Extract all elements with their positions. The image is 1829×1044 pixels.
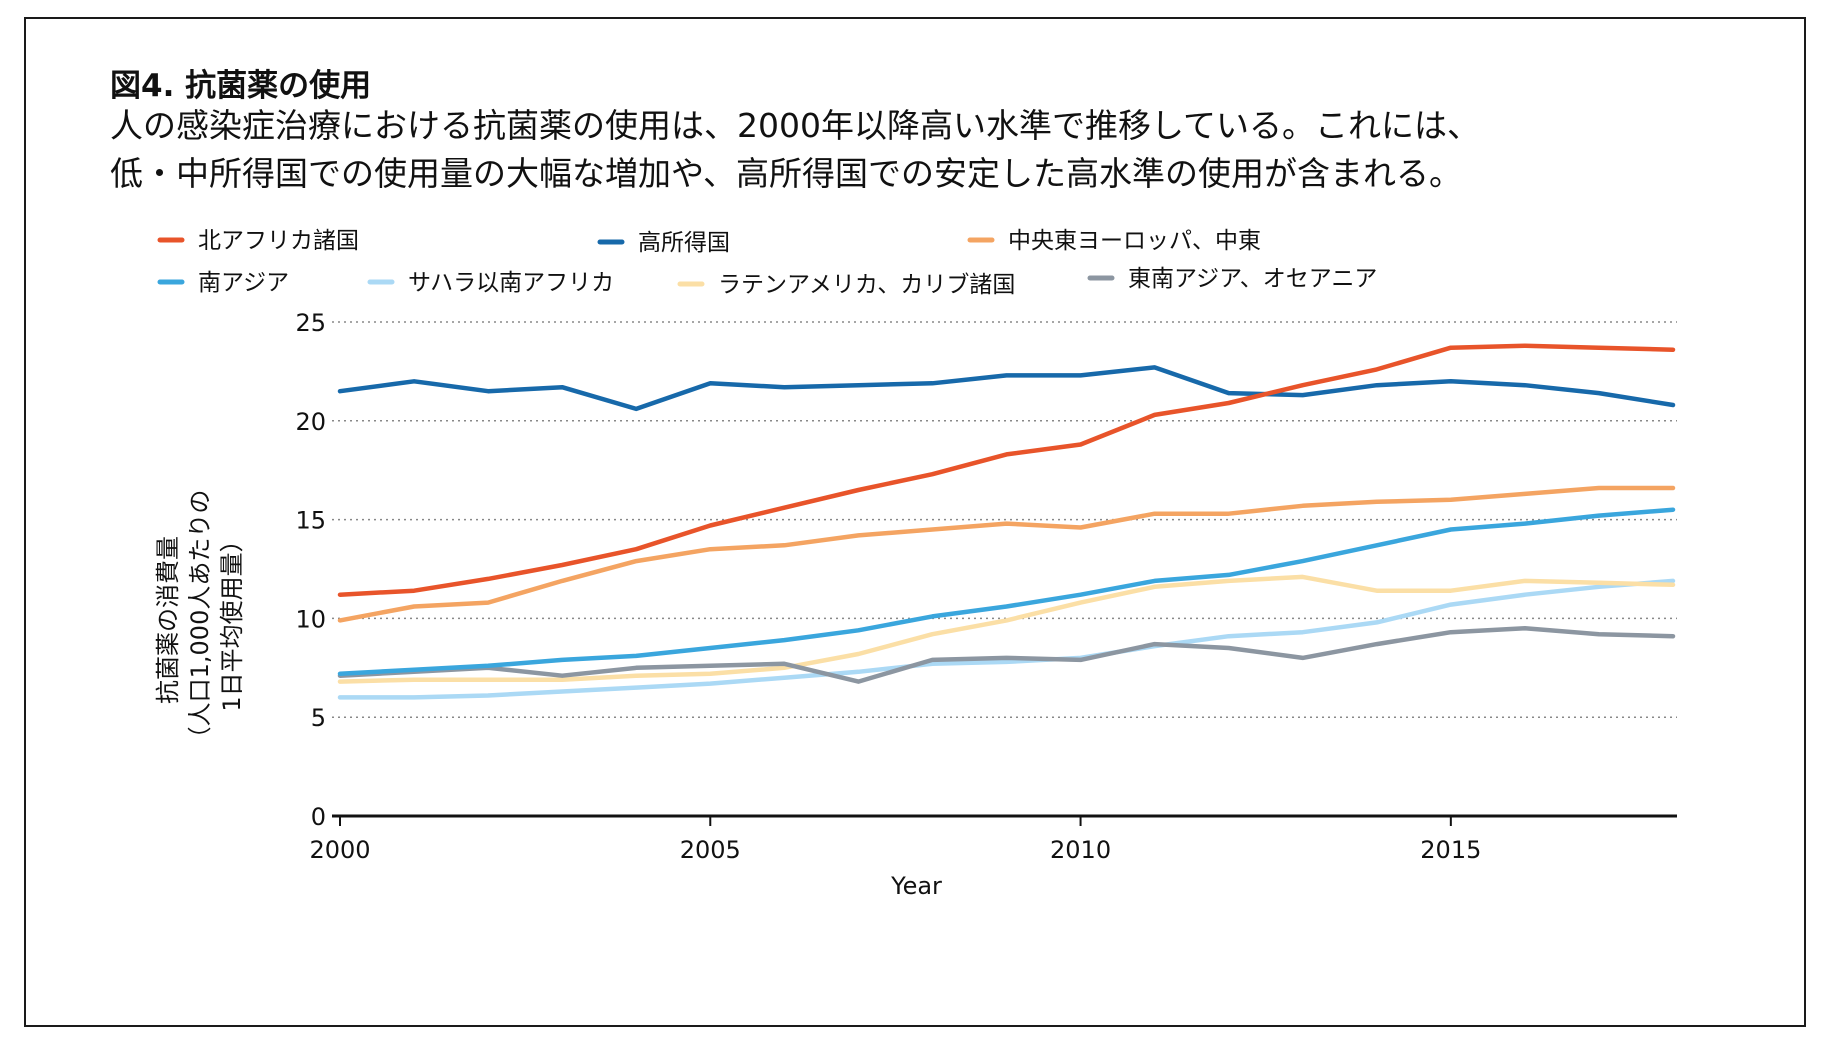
series-line-0 bbox=[337, 343, 1676, 597]
y-axis-label-line: 1日平均使用量） bbox=[218, 528, 246, 711]
subtitle-line-2: 低・中所得国での使用量の大幅な増加や、高所得国での安定した高水準の使用が含まれる… bbox=[110, 154, 1463, 193]
figure-frame bbox=[24, 17, 1806, 1027]
x-axis-ticks: 2000 2005 2010 2015 bbox=[309, 816, 1481, 864]
legend-label: 南アジア bbox=[198, 270, 289, 296]
legend-label: 高所得国 bbox=[638, 230, 730, 256]
series-lines bbox=[337, 343, 1676, 700]
legend-label: 東南アジア、オセアニア bbox=[1128, 266, 1377, 292]
x-tick-label: 2010 bbox=[1050, 836, 1111, 864]
series-line-5 bbox=[337, 574, 1676, 684]
y-axis-label-line: 抗菌薬の消費量 bbox=[154, 536, 182, 704]
legend-item: 北アフリカ諸国 bbox=[157, 228, 359, 254]
series-line-2 bbox=[337, 485, 1676, 623]
y-tick-label: 15 bbox=[295, 507, 326, 535]
series-line-4 bbox=[337, 578, 1676, 700]
legend-label: ラテンアメリカ、カリブ諸国 bbox=[718, 272, 1015, 298]
gridlines bbox=[332, 321, 1677, 718]
figure-title: 図4. 抗菌薬の使用 bbox=[110, 68, 372, 104]
y-axis-ticks: 0 5 10 15 20 25 bbox=[295, 309, 326, 831]
y-axis-label: 抗菌薬の消費量 （人口1,000人あたりの 1日平均使用量） bbox=[154, 490, 246, 751]
series-line-6 bbox=[337, 626, 1676, 684]
x-tick-label: 2015 bbox=[1420, 836, 1481, 864]
legend-item: 南アジア bbox=[157, 270, 289, 296]
subtitle-line-1: 人の感染症治療における抗菌薬の使用は、2000年以降高い水準で推移している。これ… bbox=[110, 106, 1480, 145]
legend-label: サハラ以南アフリカ bbox=[408, 270, 614, 296]
x-tick-label: 2000 bbox=[309, 836, 370, 864]
legend-item: 中央東ヨーロッパ、中東 bbox=[967, 228, 1261, 254]
x-tick-label: 2005 bbox=[680, 836, 741, 864]
y-tick-label: 10 bbox=[295, 605, 326, 633]
legend-item: サハラ以南アフリカ bbox=[367, 270, 614, 296]
y-tick-label: 0 bbox=[311, 803, 326, 831]
legend-label: 北アフリカ諸国 bbox=[198, 228, 359, 254]
legend-item: 東南アジア、オセアニア bbox=[1087, 266, 1377, 292]
y-axis-label-line: （人口1,000人あたりの bbox=[186, 490, 214, 751]
series-line-3 bbox=[337, 507, 1676, 676]
x-axis-label: Year bbox=[890, 872, 942, 900]
y-tick-label: 25 bbox=[295, 309, 326, 337]
legend-item: 高所得国 bbox=[597, 230, 730, 256]
y-tick-label: 5 bbox=[311, 704, 326, 732]
figure-subtitle: 人の感染症治療における抗菌薬の使用は、2000年以降高い水準で推移している。これ… bbox=[110, 102, 1760, 198]
series-line-1 bbox=[337, 365, 1676, 412]
y-tick-label: 20 bbox=[295, 408, 326, 436]
legend-item: ラテンアメリカ、カリブ諸国 bbox=[677, 272, 1015, 298]
legend-label: 中央東ヨーロッパ、中東 bbox=[1008, 228, 1261, 254]
